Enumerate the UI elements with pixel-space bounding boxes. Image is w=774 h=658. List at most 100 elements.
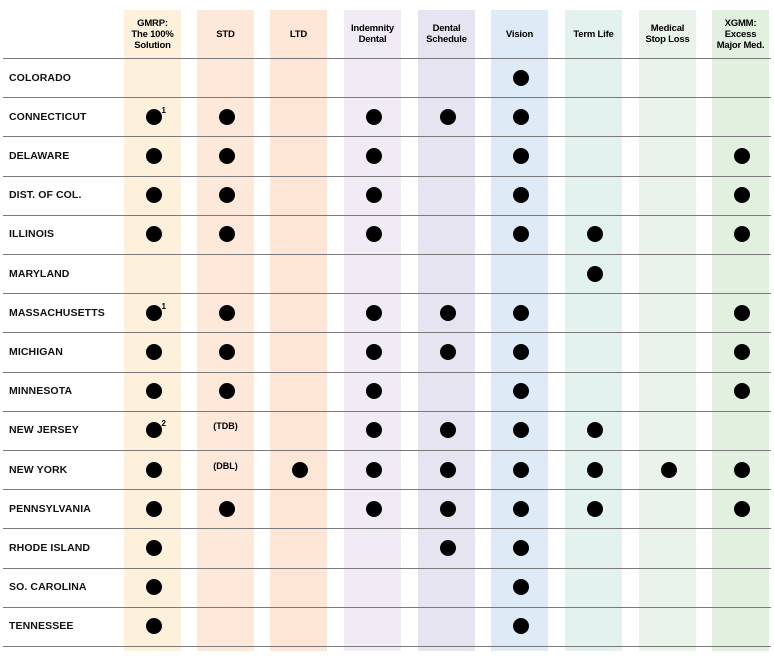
coverage-dot bbox=[366, 148, 382, 164]
coverage-dot bbox=[146, 305, 162, 321]
coverage-dot bbox=[366, 305, 382, 321]
row-divider bbox=[3, 607, 771, 608]
coverage-dot bbox=[366, 422, 382, 438]
coverage-dot bbox=[513, 501, 529, 517]
column-band-medical_stop_loss bbox=[639, 10, 696, 651]
state-label: PENNSYLVANIA bbox=[9, 499, 91, 519]
coverage-dot bbox=[734, 344, 750, 360]
coverage-dot bbox=[734, 305, 750, 321]
coverage-dot bbox=[440, 305, 456, 321]
coverage-dot bbox=[587, 266, 603, 282]
coverage-dot bbox=[440, 540, 456, 556]
coverage-dot bbox=[513, 148, 529, 164]
row-divider bbox=[3, 215, 771, 216]
row-divider bbox=[3, 254, 771, 255]
coverage-dot bbox=[734, 226, 750, 242]
row-divider bbox=[3, 489, 771, 490]
state-label: TENNESSEE bbox=[9, 616, 74, 636]
coverage-dot bbox=[734, 383, 750, 399]
coverage-dot bbox=[219, 109, 235, 125]
coverage-dot bbox=[734, 187, 750, 203]
footnote-marker: 2 bbox=[162, 420, 166, 428]
coverage-dot bbox=[587, 462, 603, 478]
state-label: CONNECTICUT bbox=[9, 107, 87, 127]
coverage-dot bbox=[219, 501, 235, 517]
coverage-dot bbox=[440, 462, 456, 478]
coverage-dot bbox=[587, 501, 603, 517]
coverage-dot bbox=[366, 383, 382, 399]
coverage-dot bbox=[440, 344, 456, 360]
row-divider bbox=[3, 176, 771, 177]
state-label: DIST. OF COL. bbox=[9, 185, 81, 205]
row-divider bbox=[3, 528, 771, 529]
state-label: MICHIGAN bbox=[9, 342, 63, 362]
coverage-dot bbox=[513, 344, 529, 360]
column-header-vision: Vision bbox=[491, 10, 548, 58]
coverage-dot bbox=[146, 344, 162, 360]
coverage-note: (TDB) bbox=[197, 420, 254, 432]
column-header-dental_schedule: Dental Schedule bbox=[418, 10, 475, 58]
coverage-dot bbox=[146, 501, 162, 517]
coverage-dot bbox=[587, 226, 603, 242]
row-divider bbox=[3, 136, 771, 137]
coverage-dot bbox=[513, 462, 529, 478]
coverage-dot bbox=[366, 344, 382, 360]
coverage-dot bbox=[366, 501, 382, 517]
coverage-note: (DBL) bbox=[197, 460, 254, 472]
coverage-dot bbox=[146, 383, 162, 399]
coverage-dot bbox=[440, 422, 456, 438]
coverage-dot bbox=[513, 383, 529, 399]
coverage-dot bbox=[219, 305, 235, 321]
coverage-dot bbox=[366, 462, 382, 478]
coverage-dot bbox=[513, 540, 529, 556]
column-header-medical_stop_loss: Medical Stop Loss bbox=[639, 10, 696, 58]
state-label: SO. CAROLINA bbox=[9, 577, 87, 597]
column-band-indemnity_dental bbox=[344, 10, 401, 651]
row-divider bbox=[3, 293, 771, 294]
column-band-xgmm bbox=[712, 10, 769, 651]
state-label: RHODE ISLAND bbox=[9, 538, 90, 558]
row-divider bbox=[3, 450, 771, 451]
coverage-dot bbox=[366, 226, 382, 242]
row-divider bbox=[3, 411, 771, 412]
footnote-marker: 1 bbox=[162, 107, 166, 115]
state-label: ILLINOIS bbox=[9, 224, 54, 244]
coverage-dot bbox=[513, 618, 529, 634]
column-header-gmrp: GMRP: The 100% Solution bbox=[124, 10, 181, 58]
column-header-xgmm: XGMM: Excess Major Med. bbox=[712, 10, 769, 58]
row-divider bbox=[3, 646, 771, 647]
coverage-dot bbox=[219, 226, 235, 242]
coverage-dot bbox=[513, 226, 529, 242]
coverage-dot bbox=[146, 462, 162, 478]
row-divider bbox=[3, 568, 771, 569]
coverage-dot bbox=[734, 462, 750, 478]
coverage-dot bbox=[366, 187, 382, 203]
column-band-std bbox=[197, 10, 254, 651]
coverage-dot bbox=[146, 226, 162, 242]
header-divider bbox=[3, 58, 771, 59]
coverage-dot bbox=[146, 579, 162, 595]
coverage-dot bbox=[219, 344, 235, 360]
coverage-dot bbox=[146, 540, 162, 556]
state-label: NEW JERSEY bbox=[9, 420, 79, 440]
coverage-dot bbox=[146, 187, 162, 203]
column-band-ltd bbox=[270, 10, 327, 651]
coverage-dot bbox=[734, 148, 750, 164]
column-header-std: STD bbox=[197, 10, 254, 58]
coverage-dot bbox=[513, 70, 529, 86]
state-label: MINNESOTA bbox=[9, 381, 72, 401]
column-band-term_life bbox=[565, 10, 622, 651]
column-header-ltd: LTD bbox=[270, 10, 327, 58]
coverage-dot bbox=[440, 109, 456, 125]
coverage-dot bbox=[734, 501, 750, 517]
state-label: MARYLAND bbox=[9, 264, 70, 284]
footnote-marker: 1 bbox=[162, 303, 166, 311]
coverage-dot bbox=[440, 501, 456, 517]
column-header-term_life: Term Life bbox=[565, 10, 622, 58]
coverage-dot bbox=[513, 422, 529, 438]
row-divider bbox=[3, 332, 771, 333]
coverage-dot bbox=[661, 462, 677, 478]
coverage-dot bbox=[513, 305, 529, 321]
coverage-dot bbox=[146, 148, 162, 164]
